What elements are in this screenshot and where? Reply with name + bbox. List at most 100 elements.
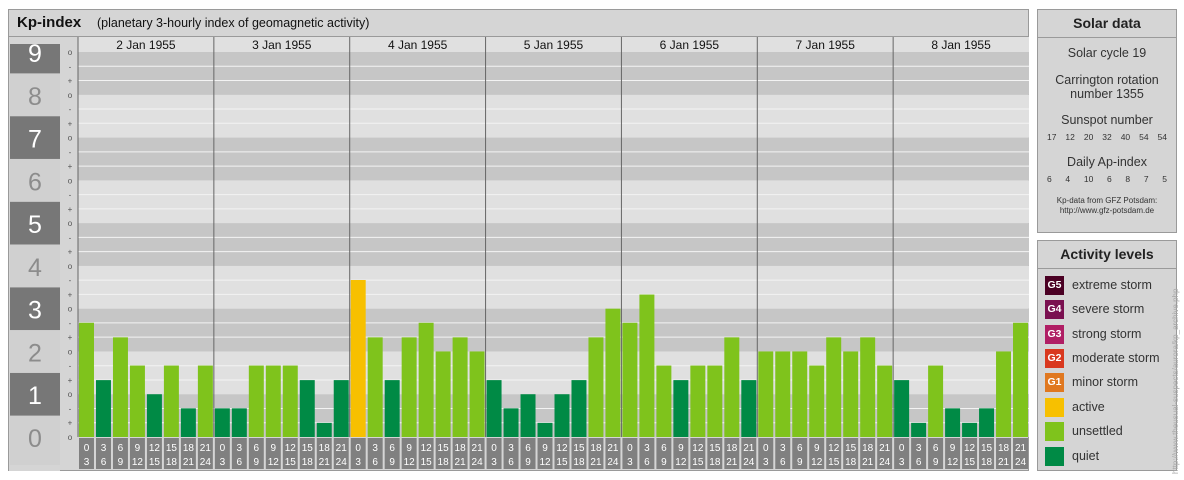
hour-start-label: 18 — [183, 443, 195, 454]
hour-end-label: 6 — [101, 457, 107, 468]
kp-bar — [622, 322, 638, 437]
legend-label: active — [1072, 400, 1105, 414]
hour-start-label: 18 — [862, 443, 874, 454]
y-tick-label: 3 — [28, 297, 42, 325]
date-label: 4 Jan 1955 — [388, 38, 448, 52]
kp-bar — [792, 351, 808, 437]
legend-active: active — [1045, 397, 1105, 417]
sunspot-value: 54 — [1139, 132, 1149, 142]
minor-tick-label: - — [69, 148, 72, 157]
kp-bar — [1013, 322, 1028, 437]
hour-start-label: 12 — [421, 443, 433, 454]
legend-quiet: quiet — [1045, 446, 1099, 466]
hour-start-label: 12 — [556, 443, 568, 454]
hour-start-label: 6 — [389, 443, 395, 454]
ap-value: 4 — [1065, 174, 1071, 184]
hour-box — [894, 438, 910, 469]
hour-box — [163, 438, 179, 469]
hour-end-label: 9 — [797, 457, 803, 468]
g4-swatch: G4 — [1045, 299, 1064, 319]
hour-start-label: 12 — [828, 443, 840, 454]
hour-end-label: 3 — [899, 457, 905, 468]
g1-swatch: G1 — [1045, 372, 1064, 392]
chart-title-bar: Kp-index (planetary 3-hourly index of ge… — [8, 9, 1029, 36]
minor-tick-label: + — [68, 119, 73, 128]
hour-box — [486, 438, 502, 469]
ap-value: 8 — [1125, 174, 1131, 184]
hour-box — [367, 438, 383, 469]
date-label: 5 Jan 1955 — [524, 38, 584, 52]
hour-end-label: 21 — [862, 457, 874, 468]
hour-box — [605, 438, 621, 469]
y-label-box — [10, 73, 60, 117]
hour-end-label: 21 — [455, 457, 467, 468]
unsettled-swatch — [1045, 421, 1064, 441]
credit-link[interactable]: http://www.gfz-potsdam.de — [1059, 206, 1155, 215]
hour-end-label: 6 — [780, 457, 786, 468]
hour-start-label: 18 — [319, 443, 331, 454]
kp-bar — [486, 380, 502, 437]
hour-end-label: 15 — [556, 457, 568, 468]
minor-tick-label: - — [69, 404, 72, 413]
hour-start-label: 15 — [166, 443, 178, 454]
hour-end-label: 24 — [472, 457, 484, 468]
hour-start-label: 0 — [84, 443, 90, 454]
minor-tick-label: - — [69, 276, 72, 285]
kp-bar — [146, 394, 162, 437]
minor-tick-label: + — [68, 419, 73, 428]
hour-start-label: 12 — [149, 443, 161, 454]
date-label: 6 Jan 1955 — [660, 38, 720, 52]
minor-tick-label: - — [69, 362, 72, 371]
hour-end-label: 24 — [607, 457, 619, 468]
hour-start-label: 9 — [271, 443, 277, 454]
hour-end-label: 6 — [916, 457, 922, 468]
kp-bar — [928, 365, 944, 437]
g3-swatch: G3 — [1045, 324, 1064, 344]
ap-value: 10 — [1083, 174, 1094, 184]
hour-start-label: 18 — [998, 443, 1010, 454]
kp-bar — [112, 337, 128, 437]
hour-end-label: 15 — [285, 457, 297, 468]
hour-end-label: 12 — [404, 457, 416, 468]
y-tick-label: 2 — [28, 339, 42, 367]
solar-data-panel: Solar data Solar cycle 19 Carrington rot… — [1037, 9, 1177, 233]
hour-box — [673, 438, 689, 469]
minor-tick-label: - — [69, 62, 72, 71]
hour-start-label: 15 — [573, 443, 585, 454]
sunspot-value: 40 — [1120, 132, 1131, 142]
hour-box — [129, 438, 145, 469]
minor-tick-label: - — [69, 319, 72, 328]
kp-bar — [384, 380, 400, 437]
legend-label: unsettled — [1072, 424, 1123, 438]
kp-bar — [248, 365, 264, 437]
hour-box — [401, 438, 417, 469]
hour-box — [537, 438, 553, 469]
hour-box — [639, 438, 655, 469]
kp-bar — [95, 380, 111, 437]
hour-end-label: 18 — [438, 457, 450, 468]
kp-bar — [894, 380, 910, 437]
legend-label: moderate storm — [1072, 351, 1160, 365]
y-label-box — [10, 158, 60, 202]
minor-tick-label: o — [68, 91, 73, 100]
hour-start-label: 0 — [627, 443, 633, 454]
hour-box — [860, 438, 876, 469]
kp-bar — [996, 351, 1012, 437]
hour-end-label: 6 — [508, 457, 514, 468]
kp-band — [78, 52, 1029, 95]
hour-end-label: 3 — [84, 457, 90, 468]
hour-box — [792, 438, 808, 469]
hour-end-label: 3 — [763, 457, 769, 468]
hour-start-label: 0 — [899, 443, 905, 454]
sunspot-value: 12 — [1065, 132, 1075, 142]
hour-box — [911, 438, 927, 469]
y-label-box — [10, 372, 60, 416]
hour-end-label: 15 — [964, 457, 976, 468]
hour-end-label: 12 — [675, 457, 687, 468]
hour-end-label: 3 — [220, 457, 226, 468]
legend-strong-storm: G3 strong storm — [1045, 324, 1141, 344]
hour-end-label: 18 — [166, 457, 178, 468]
hour-box — [724, 438, 740, 469]
hour-start-label: 6 — [797, 443, 803, 454]
ap-index-values: 6 4 10 6 8 7 5 — [1038, 174, 1176, 184]
